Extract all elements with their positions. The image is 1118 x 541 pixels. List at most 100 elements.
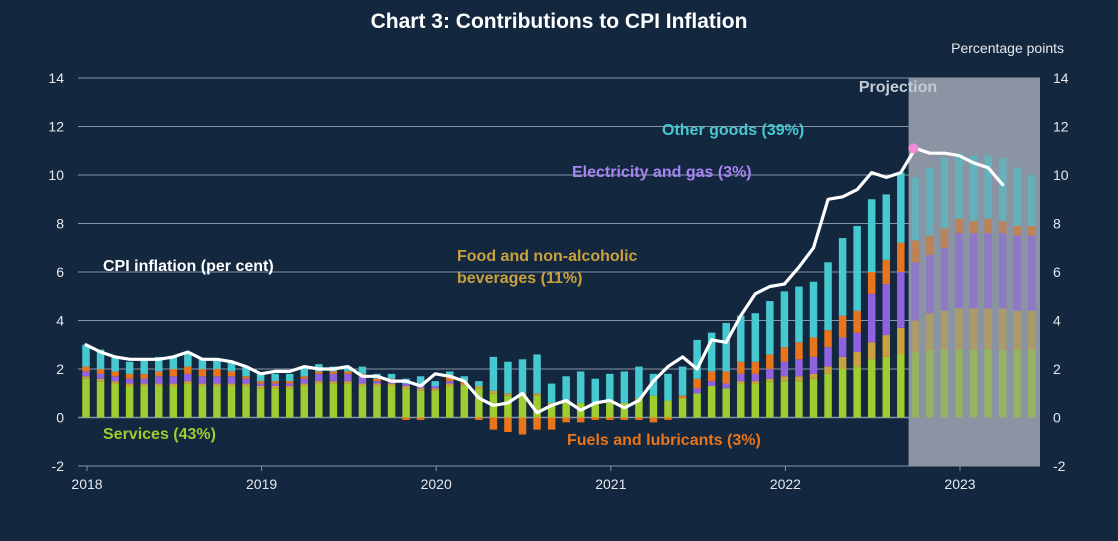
bar-seg-0-36 xyxy=(606,402,614,418)
bar-seg-2-22 xyxy=(402,383,410,386)
bar-seg-4-18 xyxy=(344,366,352,372)
bar-seg-4-32 xyxy=(547,383,556,403)
y-tick-left-3: 8 xyxy=(56,216,64,232)
bar-seg-1-16 xyxy=(315,381,323,384)
bar-seg-3-28 xyxy=(489,417,498,430)
bar-seg-4-10 xyxy=(227,361,236,372)
bar-seg-0-23 xyxy=(416,390,425,418)
bar-seg-3-0 xyxy=(82,366,90,372)
annotation-other-goods: Other goods (39%) xyxy=(662,122,804,139)
bar-seg-3-5 xyxy=(155,371,163,377)
bar-seg-1-60 xyxy=(955,308,963,350)
bar-seg-3-53 xyxy=(853,310,861,333)
bar-seg-3-44 xyxy=(722,371,730,384)
bar-seg-0-27 xyxy=(475,388,483,418)
bar-seg-0-50 xyxy=(809,378,818,418)
bar-seg-3-29 xyxy=(504,417,512,433)
bar-seg-4-43 xyxy=(707,332,716,372)
bar-seg-3-31 xyxy=(533,417,541,430)
bar-seg-3-13 xyxy=(271,381,279,384)
bar-seg-3-37 xyxy=(620,417,629,420)
bar-seg-3-47 xyxy=(766,354,774,369)
bar-seg-2-24 xyxy=(431,385,439,389)
x-tick-2022: 2022 xyxy=(770,476,801,492)
bar-seg-4-50 xyxy=(809,281,818,338)
x-tick-2020: 2020 xyxy=(421,476,452,492)
bar-seg-0-29 xyxy=(504,395,512,418)
bar-seg-3-41 xyxy=(678,395,687,399)
bar-seg-3-20 xyxy=(373,378,381,382)
bar-seg-4-28 xyxy=(489,356,498,391)
bar-seg-0-52 xyxy=(838,369,847,418)
bar-seg-0-57 xyxy=(911,352,920,418)
bar-seg-3-18 xyxy=(344,371,352,374)
bar-seg-3-45 xyxy=(737,361,745,374)
y-tick-right-6: 2 xyxy=(1053,361,1061,377)
bar-seg-2-19 xyxy=(358,376,367,384)
bar-seg-1-21 xyxy=(387,383,396,386)
bar-seg-4-52 xyxy=(838,238,847,316)
bar-seg-0-1 xyxy=(96,381,105,418)
bar-seg-0-63 xyxy=(998,349,1007,418)
bar-seg-2-63 xyxy=(998,233,1007,309)
bar-seg-4-44 xyxy=(722,322,730,372)
bar-seg-0-9 xyxy=(213,385,221,418)
annotation-fuels: Fuels and lubricants (3%) xyxy=(567,432,761,449)
bar-seg-4-55 xyxy=(882,194,890,260)
bar-seg-1-55 xyxy=(882,335,890,357)
annotation-cpi-line: CPI inflation (per cent) xyxy=(103,258,274,275)
bar-seg-0-48 xyxy=(780,381,789,418)
annotation-food-line1: Food and non-alcoholic xyxy=(457,248,638,265)
bar-seg-1-0 xyxy=(82,376,90,379)
bar-seg-4-31 xyxy=(533,354,541,394)
bar-seg-0-19 xyxy=(358,385,367,418)
bar-seg-0-60 xyxy=(955,349,963,418)
bar-seg-3-62 xyxy=(984,218,992,234)
bar-seg-3-36 xyxy=(606,417,614,420)
bar-seg-4-23 xyxy=(416,376,425,386)
bar-seg-1-19 xyxy=(358,383,367,386)
y-tick-left-8: -2 xyxy=(52,458,65,474)
bar-seg-3-12 xyxy=(256,381,265,384)
y-tick-left-7: 0 xyxy=(56,410,64,426)
bar-seg-4-0 xyxy=(82,344,90,367)
bar-seg-3-63 xyxy=(998,221,1007,234)
bar-seg-0-38 xyxy=(635,398,643,418)
bar-seg-2-7 xyxy=(184,373,192,382)
unit-label: Percentage points xyxy=(951,40,1064,56)
y-tick-right-8: -2 xyxy=(1053,458,1066,474)
x-axis-ticks: 2018 2019 2020 2021 2022 2023 xyxy=(71,466,976,492)
x-tick-2023: 2023 xyxy=(944,476,975,492)
bar-seg-1-15 xyxy=(300,383,308,386)
bar-seg-0-26 xyxy=(460,385,469,418)
bar-seg-3-1 xyxy=(96,369,105,374)
bar-seg-0-0 xyxy=(82,378,90,418)
y-tick-left-1: 12 xyxy=(48,119,64,135)
bar-seg-0-64 xyxy=(1013,349,1021,418)
bar-seg-1-7 xyxy=(184,381,192,384)
bar-seg-4-2 xyxy=(111,356,119,372)
bar-seg-4-41 xyxy=(678,366,687,396)
bar-seg-4-40 xyxy=(664,373,672,401)
bar-seg-1-45 xyxy=(737,381,745,384)
bar-seg-0-32 xyxy=(547,405,556,418)
bar-seg-4-34 xyxy=(576,371,585,403)
x-tick-2018: 2018 xyxy=(71,476,102,492)
y-tick-left-4: 6 xyxy=(56,264,64,280)
bar-seg-1-28 xyxy=(489,390,498,394)
bar-seg-1-59 xyxy=(940,310,949,350)
bar-seg-0-44 xyxy=(722,388,730,418)
bar-seg-0-51 xyxy=(824,373,832,418)
bar-seg-2-12 xyxy=(256,383,265,386)
bar-seg-4-58 xyxy=(926,167,934,236)
bar-seg-1-29 xyxy=(504,393,512,396)
bar-seg-4-48 xyxy=(780,291,789,348)
bar-seg-0-45 xyxy=(737,383,745,418)
bar-seg-4-37 xyxy=(620,371,629,403)
bar-seg-3-38 xyxy=(635,417,643,420)
bar-seg-2-59 xyxy=(940,247,949,311)
bar-seg-1-23 xyxy=(416,388,425,391)
bar-seg-2-25 xyxy=(446,381,454,384)
bar-seg-1-5 xyxy=(155,383,163,386)
